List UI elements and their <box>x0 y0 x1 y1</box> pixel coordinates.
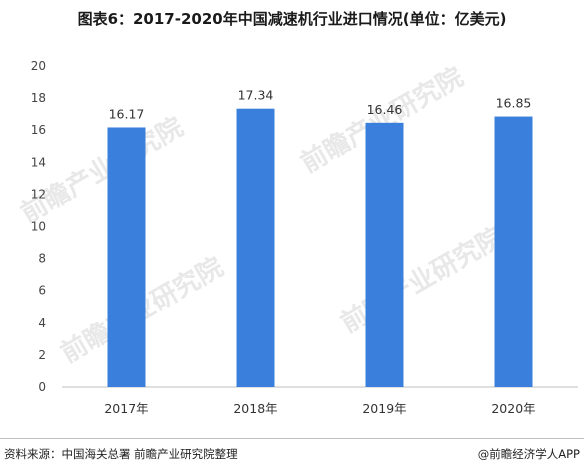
data-label: 17.34 <box>238 88 274 103</box>
y-tick-label: 2 <box>38 348 46 362</box>
footer-divider <box>0 438 584 439</box>
credit-note: @前瞻经济学人APP <box>477 447 580 461</box>
data-label: 16.46 <box>367 102 403 117</box>
y-tick-label: 20 <box>31 59 46 73</box>
y-tick-label: 16 <box>31 123 46 137</box>
y-tick-label: 12 <box>31 187 46 201</box>
y-tick-label: 8 <box>38 252 46 266</box>
data-label: 16.85 <box>496 96 532 111</box>
x-tick-label: 2018年 <box>233 401 277 416</box>
bar <box>494 116 533 388</box>
chart-title: 图表6：2017-2020年中国减速机行业进口情况(单位：亿美元) <box>77 10 507 28</box>
bar <box>236 108 275 388</box>
y-tick-label: 6 <box>38 284 46 298</box>
y-tick-label: 0 <box>38 380 46 394</box>
data-label: 16.17 <box>109 106 145 121</box>
x-tick-label: 2019年 <box>362 401 406 416</box>
bar <box>107 127 146 387</box>
x-tick-label: 2017年 <box>104 401 148 416</box>
x-tick-label: 2020年 <box>491 401 535 416</box>
y-tick-label: 4 <box>38 316 46 330</box>
y-tick-label: 14 <box>31 155 46 169</box>
y-tick-label: 18 <box>31 91 46 105</box>
y-tick-label: 10 <box>31 220 46 234</box>
bar <box>365 122 404 387</box>
source-note: 资料来源：中国海关总署 前瞻产业研究院整理 <box>4 447 238 461</box>
